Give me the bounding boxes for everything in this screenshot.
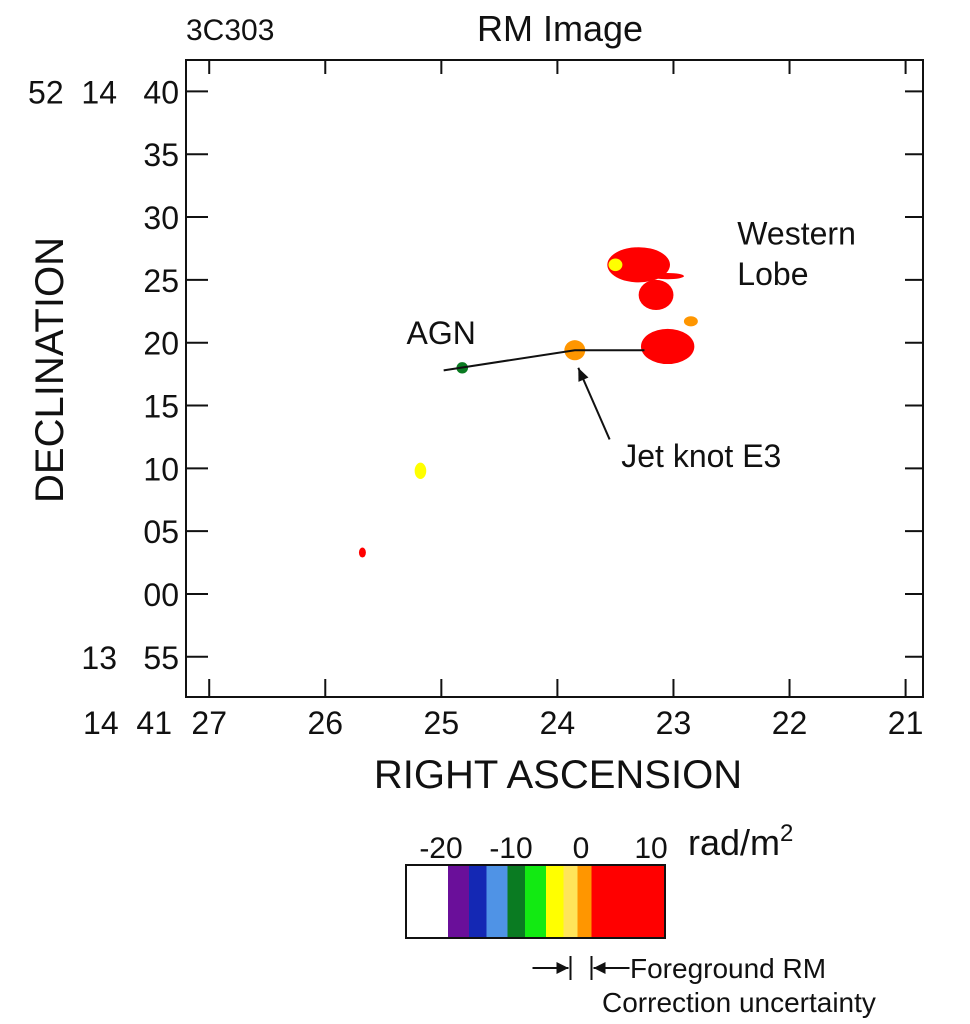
rm-blob-lobe-south	[640, 328, 695, 365]
rm-blob-knot-south	[414, 462, 427, 480]
x-tick-label: 24	[540, 705, 576, 741]
y-tick-label: 40	[143, 74, 179, 110]
colorbar-segment	[591, 865, 665, 938]
annotation-arrow	[577, 367, 611, 440]
y-tick-label: 30	[143, 200, 179, 236]
colorbar-tick-label: 10	[634, 832, 667, 865]
colorbar-unit: rad/m2	[688, 820, 793, 863]
uncertainty-arrowhead-left	[556, 962, 569, 974]
colorbar-segment	[486, 865, 508, 938]
y-tick-label: 25	[143, 263, 179, 299]
colorbar-tick-label: -20	[419, 832, 462, 865]
rm-blob-lobe-north-green	[608, 258, 623, 272]
annotation-arrowhead	[578, 367, 589, 382]
colorbar-segment	[448, 865, 469, 938]
colorbar-tick-label: -10	[489, 832, 532, 865]
uncertainty-label-line1: Foreground RM	[630, 953, 826, 984]
colorbar-segment	[507, 865, 525, 938]
colorbar-segment	[577, 865, 592, 938]
colorbar-frame	[405, 864, 666, 939]
y-tick-label: 35	[143, 137, 179, 173]
x-axis-label: RIGHT ASCENSION	[374, 753, 742, 797]
y-tick-label: 10	[143, 451, 179, 487]
rm-blob-knot-far	[358, 547, 366, 558]
uncertainty-label-line2: Correction uncertainty	[602, 987, 876, 1018]
source-label: 3C303	[186, 14, 274, 47]
colorbar-segment	[525, 865, 546, 938]
rm-emission-layer	[358, 247, 698, 558]
colorbar-segment	[406, 865, 448, 938]
uncertainty-arrowhead-right	[593, 962, 606, 974]
jet-line	[443, 349, 645, 372]
x-tick-label: 26	[307, 705, 343, 741]
rm-blob-lobe-north-red	[651, 272, 684, 280]
plot-frame	[185, 59, 924, 698]
rm-blob-lobe-mid	[638, 279, 674, 311]
x-tick-label: 23	[656, 705, 692, 741]
colorbar-tick-label: 0	[573, 832, 590, 865]
y-tick-label: 00	[143, 577, 179, 613]
x-tick-label: 22	[772, 705, 808, 741]
y-tick-label: 05	[143, 514, 179, 550]
colorbar-segment	[546, 865, 564, 938]
y-axis-label: DECLINATION	[28, 237, 72, 503]
colorbar-unit-superscript: 2	[780, 820, 793, 847]
x-axis: 27 26 25 24 23 22 21 14 41	[83, 60, 923, 741]
y-tick-prefix: 52 14	[28, 74, 117, 110]
x-tick-label: 21	[888, 705, 924, 741]
annotation-label: Jet knot E3	[621, 438, 781, 474]
y-tick-label: 20	[143, 326, 179, 362]
rm-blob-lobe-north	[607, 247, 670, 283]
rm-blob-lobe-south-red	[664, 332, 683, 348]
y-tick-prefix: 13	[81, 640, 117, 676]
y-tick-label: 55	[143, 640, 179, 676]
rm-blob-lobe-small	[683, 316, 698, 327]
y-tick-label: 15	[143, 389, 179, 425]
annotation-label: AGN	[407, 315, 476, 351]
annotation-label: Western	[737, 216, 856, 252]
x-tick-label: 27	[191, 705, 227, 741]
chart-title: RM Image	[477, 8, 643, 49]
colorbar-segment	[563, 865, 578, 938]
x-axis-prefix: 14 41	[83, 705, 172, 741]
annotations-layer: AGN Jet knot E3 Western Lobe	[407, 216, 856, 474]
annotation-label: Lobe	[737, 256, 808, 292]
x-tick-label: 25	[424, 705, 460, 741]
y-axis: 40 52 14 35 30 25 20 15 10 05 00 55 13	[28, 74, 923, 676]
colorbar-segment	[469, 865, 487, 938]
